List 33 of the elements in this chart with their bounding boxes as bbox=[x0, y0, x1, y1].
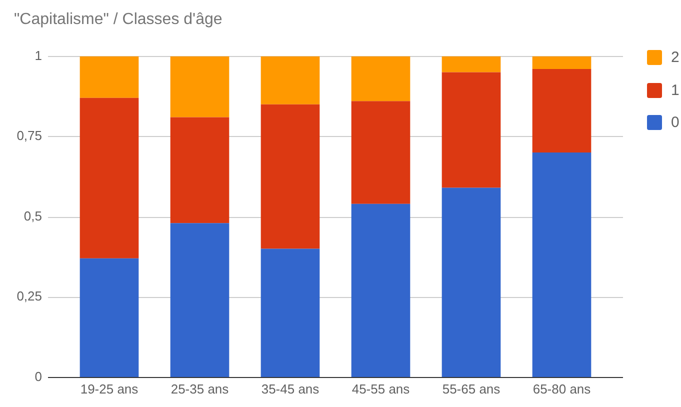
bar bbox=[442, 56, 501, 72]
bar bbox=[532, 69, 592, 152]
bar bbox=[260, 248, 320, 378]
bar bbox=[80, 98, 139, 258]
bar bbox=[532, 56, 592, 70]
bar bbox=[442, 72, 501, 188]
bar bbox=[442, 188, 501, 378]
y-tick-label: 0,5 bbox=[24, 208, 42, 224]
bar bbox=[532, 152, 592, 378]
bar bbox=[80, 56, 139, 98]
x-tick-label: 25-35 ans bbox=[170, 382, 230, 397]
bar bbox=[170, 56, 230, 118]
y-tick-label: 0,25 bbox=[16, 288, 42, 304]
bar bbox=[351, 204, 410, 378]
y-tick-label: 0,75 bbox=[16, 128, 42, 144]
x-tick-label: 45-55 ans bbox=[352, 382, 410, 397]
x-tick-label: 55-65 ans bbox=[442, 382, 501, 397]
bar bbox=[170, 223, 230, 378]
y-tick-label: 1 bbox=[34, 48, 42, 63]
x-tick-label: 19-25 ans bbox=[80, 382, 139, 397]
bar bbox=[260, 56, 320, 104]
legend-label: 0 bbox=[671, 114, 680, 132]
x-tick-label: 35-45 ans bbox=[261, 382, 320, 397]
chart-title: "Capitalisme" / Classes d'âge bbox=[14, 11, 222, 28]
bar bbox=[80, 258, 139, 378]
legend-label: 1 bbox=[671, 82, 680, 99]
y-tick-label: 0 bbox=[34, 368, 42, 384]
bar bbox=[260, 104, 320, 249]
bar bbox=[351, 101, 410, 204]
legend-label: 2 bbox=[671, 49, 680, 66]
bar bbox=[351, 56, 410, 102]
bar bbox=[170, 117, 230, 224]
x-tick-label: 65-80 ans bbox=[532, 382, 592, 397]
